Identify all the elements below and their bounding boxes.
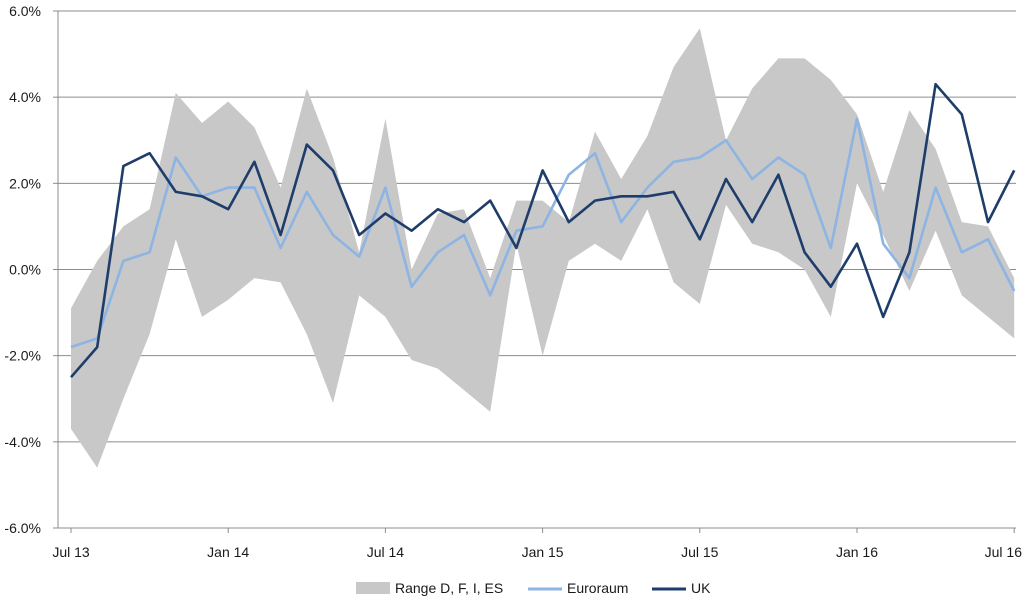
range-area-layer [71,28,1015,468]
x-tick-label-2: Jul 14 [367,544,405,560]
y-tick-label-6: 6.0% [9,3,41,19]
y-tick-label-2: -2.0% [4,348,41,364]
y-tick-label-5: 4.0% [9,89,41,105]
x-tick-label-3: Jan 15 [522,544,564,560]
x-tick-label-1: Jan 14 [207,544,249,560]
x-tick-labels: Jul 13 Jan 14 Jul 14 Jan 15 Jul 15 Jan 16 Jul … [52,544,1022,560]
range-area [71,28,1015,468]
legend: Range D, F, I, ES Euroraum UK [356,580,711,596]
legend-label-uk: UK [691,580,711,596]
x-tick-label-5: Jan 16 [836,544,878,560]
y-tick-label-1: -4.0% [4,434,41,450]
y-tick-label-4: 2.0% [9,175,41,191]
legend-label-euroraum: Euroraum [567,580,628,596]
x-tick-label-4: Jul 15 [681,544,719,560]
y-tick-label-0: -6.0% [4,520,41,536]
x-tick-label-6: Jul 16 [985,544,1023,560]
series-line-uk [70,82,1016,379]
series-line-euroraum [70,117,1016,349]
axes [53,10,1016,533]
y-tick-labels: -6.0% -4.0% -2.0% 0.0% 2.0% 4.0% 6.0% [4,3,41,536]
series-layer [70,82,1016,379]
legend-swatch-range [356,582,390,594]
x-tick-label-0: Jul 13 [52,544,90,560]
y-tick-label-3: 0.0% [9,262,41,278]
legend-label-range: Range D, F, I, ES [395,580,503,596]
